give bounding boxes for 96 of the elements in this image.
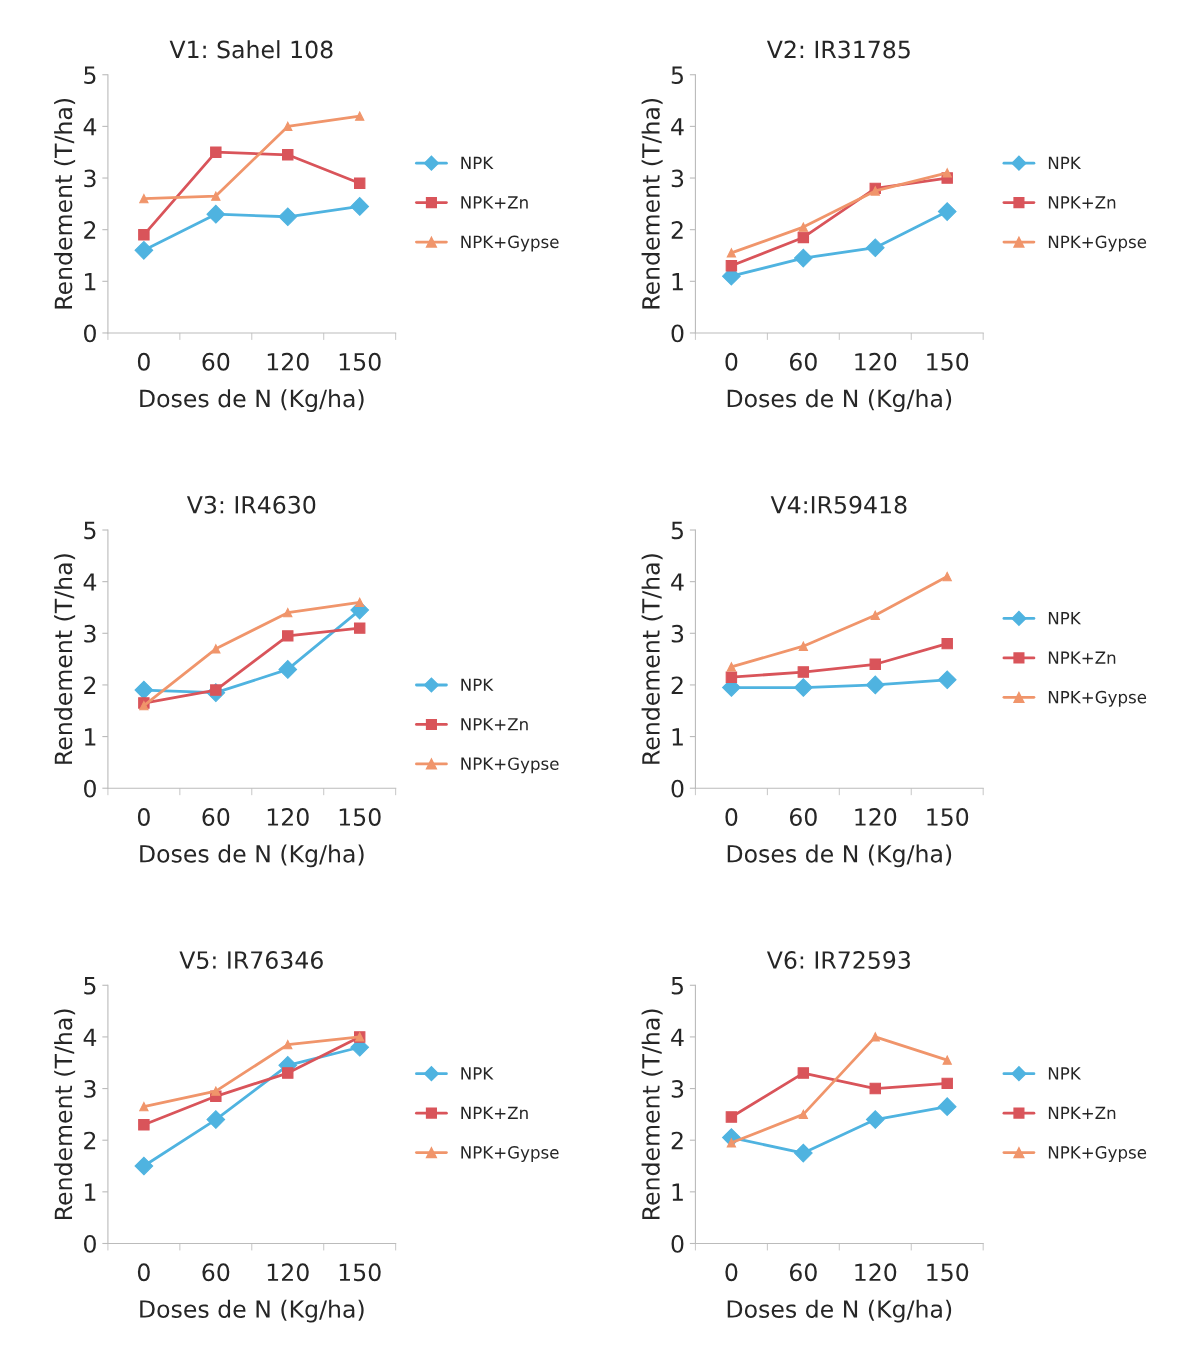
y-tick-label: 5 <box>84 66 96 85</box>
y-tick-label: 0 <box>671 1234 684 1253</box>
x-tick-label: 150 <box>927 808 969 826</box>
y-tick-label: 5 <box>671 977 683 995</box>
legend-label: NPK <box>1048 1067 1082 1080</box>
legend-label: NPK <box>461 678 494 691</box>
legend-label: NPK+Gypse <box>461 1146 559 1162</box>
y-tick-label: 2 <box>84 221 96 239</box>
x-tick-label: 0 <box>725 808 738 826</box>
chart-title: V6: IR72593 <box>766 951 910 969</box>
y-tick-label: 2 <box>671 221 683 239</box>
y-axis-title: Rendement (T/ha) <box>54 1009 76 1219</box>
x-axis-title: Doses de N (Kg/ha) <box>140 1299 364 1323</box>
legend-label: NPK+Zn <box>461 196 528 209</box>
y-tick-label: 5 <box>671 521 683 540</box>
legend-label: NPK+Gypse <box>1048 1146 1147 1162</box>
y-axis-title: Rendement (T/ha) <box>641 1009 663 1219</box>
y-tick-label: 0 <box>84 1234 96 1253</box>
x-axis-title: Doses de N (Kg/ha) <box>727 389 952 412</box>
legend-label: NPK+Zn <box>1048 196 1116 209</box>
y-tick-label: 3 <box>84 169 96 188</box>
y-tick-label: 1 <box>85 1183 96 1201</box>
x-tick-label: 60 <box>789 352 817 371</box>
legend-label: NPK <box>461 156 494 169</box>
x-axis-title: Doses de N (Kg/ha) <box>140 844 364 868</box>
y-tick-label: 1 <box>672 728 683 746</box>
legend-label: NPK+Zn <box>461 718 528 731</box>
y-tick-label: 3 <box>671 169 684 188</box>
x-tick-label: 150 <box>339 1263 381 1282</box>
y-tick-label: 2 <box>84 676 96 694</box>
y-tick-label: 2 <box>671 1131 683 1150</box>
y-tick-label: 5 <box>671 66 683 85</box>
y-tick-label: 2 <box>84 1131 96 1150</box>
x-axis-title: Doses de N (Kg/ha) <box>727 844 952 868</box>
x-axis-title: Doses de N (Kg/ha) <box>727 1299 952 1323</box>
x-tick-label: 60 <box>789 808 817 826</box>
y-tick-label: 4 <box>671 118 684 136</box>
legend-label: NPK+Zn <box>1048 651 1116 664</box>
y-tick-label: 1 <box>85 273 96 291</box>
y-tick-label: 4 <box>83 1028 97 1046</box>
legend-label: NPK+Gypse <box>461 757 559 774</box>
y-tick-label: 1 <box>672 1183 683 1201</box>
y-tick-label: 0 <box>671 779 684 798</box>
y-axis-title: Rendement (T/ha) <box>641 98 663 309</box>
x-tick-label: 120 <box>267 808 309 826</box>
x-tick-label: 120 <box>267 352 309 371</box>
y-tick-label: 3 <box>671 1080 684 1098</box>
chart-title: V4:IR59418 <box>770 495 907 514</box>
y-tick-label: 4 <box>671 1028 684 1046</box>
x-tick-label: 150 <box>927 1263 969 1282</box>
x-tick-label: 0 <box>725 1263 738 1282</box>
x-tick-label: 60 <box>202 808 230 826</box>
x-tick-label: 150 <box>339 808 381 826</box>
chart-title: V2: IR31785 <box>766 40 910 59</box>
y-tick-label: 3 <box>84 1080 96 1098</box>
y-tick-label: 1 <box>672 273 683 291</box>
y-tick-label: 2 <box>671 676 683 694</box>
chart-title: V3: IR4630 <box>186 495 316 514</box>
legend-label: NPK <box>1048 612 1082 625</box>
y-tick-label: 4 <box>83 118 97 136</box>
x-tick-label: 150 <box>927 352 969 371</box>
y-tick-label: 1 <box>85 728 96 746</box>
y-tick-label: 3 <box>671 624 684 643</box>
y-tick-label: 4 <box>671 573 684 591</box>
y-tick-label: 4 <box>83 573 97 591</box>
y-tick-label: 0 <box>671 324 684 343</box>
y-tick-label: 5 <box>84 521 96 540</box>
x-tick-label: 120 <box>855 808 897 826</box>
x-tick-label: 60 <box>789 1263 817 1282</box>
x-tick-label: 120 <box>267 1263 309 1282</box>
legend-label: NPK+Gypse <box>1048 235 1147 252</box>
chart-title: V1: Sahel 108 <box>169 40 333 59</box>
x-tick-label: 60 <box>202 1263 230 1282</box>
y-axis-title: Rendement (T/ha) <box>641 554 663 764</box>
x-axis-title: Doses de N (Kg/ha) <box>140 389 364 412</box>
x-tick-label: 150 <box>339 352 381 371</box>
x-tick-label: 0 <box>137 808 150 826</box>
x-tick-label: 60 <box>202 352 230 371</box>
y-axis-title: Rendement (T/ha) <box>54 554 76 764</box>
y-axis-title: Rendement (T/ha) <box>54 98 76 309</box>
legend-label: NPK+Zn <box>461 1106 528 1119</box>
legend-label: NPK+Gypse <box>461 235 559 252</box>
chart-title: V5: IR76346 <box>179 951 323 969</box>
legend-label: NPK <box>461 1067 494 1080</box>
x-tick-label: 120 <box>855 352 897 371</box>
x-tick-label: 0 <box>137 352 150 371</box>
legend-label: NPK+Gypse <box>1048 690 1147 707</box>
x-tick-label: 0 <box>725 352 738 371</box>
y-tick-label: 5 <box>84 977 96 995</box>
y-tick-label: 0 <box>84 324 96 343</box>
legend-label: NPK+Zn <box>1048 1106 1116 1119</box>
legend-label: NPK <box>1048 156 1082 169</box>
y-tick-label: 0 <box>84 779 96 798</box>
x-tick-label: 0 <box>137 1263 150 1282</box>
y-tick-label: 3 <box>84 624 96 643</box>
x-tick-label: 120 <box>855 1263 897 1282</box>
